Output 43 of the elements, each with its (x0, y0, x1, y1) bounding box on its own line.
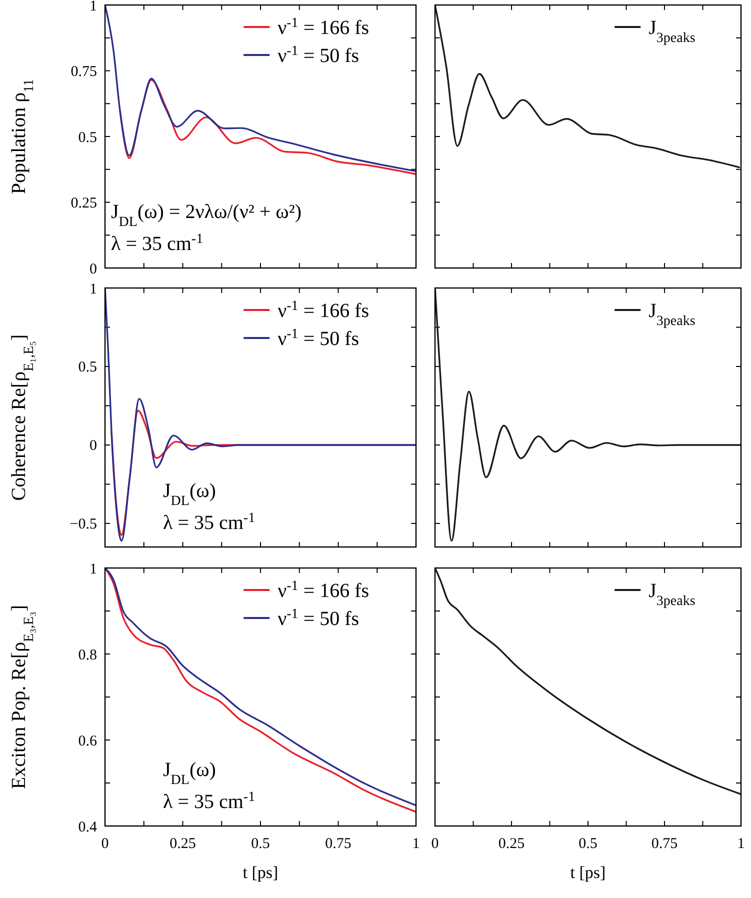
x-tick-label: 0.75 (651, 836, 678, 852)
y-tick-label: 0.6 (78, 733, 98, 750)
y-tick-label: 0.5 (78, 360, 97, 376)
y-tick-label: −0.5 (70, 516, 97, 533)
annotation: λ = 35 cm$^{-1}$ (163, 510, 256, 534)
legend-label: ν$^{-1}$ = 166 fs (278, 578, 370, 602)
x-tick-label: 0.5 (251, 836, 270, 852)
legend-label: J$_{3peaks}$ (648, 300, 696, 328)
legend-label: ν$^{-1}$ = 166 fs (278, 16, 370, 39)
x-tick-label: 1 (412, 836, 420, 852)
annotation: J$_{DL}$(ω) = 2νλω/(ν² + ω²) (111, 201, 302, 230)
y-tick-label: 0 (90, 438, 97, 454)
legend-label: ν$^{-1}$ = 50 fs (278, 606, 360, 630)
legend-label: ν$^{-1}$ = 50 fs (278, 326, 360, 350)
x-tick-label: 0.25 (170, 836, 196, 852)
x-tick-label: 0 (431, 836, 439, 852)
legend-label: J$_{3peaks}$ (648, 580, 696, 608)
annotation: J$_{DL}$(ω) (163, 759, 216, 788)
x-tick-label: 0.25 (498, 836, 525, 852)
y-tick-label: 1 (90, 281, 97, 298)
x-axis-title: t [ps] (570, 863, 606, 882)
y-tick-label: 0.8 (78, 647, 97, 664)
legend-label: ν$^{-1}$ = 166 fs (278, 298, 370, 322)
annotation: λ = 35 cm$^{-1}$ (111, 232, 204, 255)
y-tick-label: 0.75 (70, 64, 97, 80)
x-tick-label: 0 (101, 836, 109, 852)
y-tick-label: 1 (90, 0, 97, 14)
y-tick-label: 0.5 (78, 130, 97, 146)
legend-label: J$_{3peaks}$ (648, 17, 696, 46)
annotation: λ = 35 cm$^{-1}$ (163, 790, 256, 813)
x-tick-label: 0.75 (325, 836, 352, 852)
y-tick-label: 1 (90, 561, 97, 578)
legend-label: ν$^{-1}$ = 50 fs (278, 44, 360, 67)
y-tick-label: 0.25 (70, 196, 97, 212)
x-tick-label: 1 (737, 836, 745, 852)
y-tick-label: 0.4 (78, 819, 98, 836)
x-axis-title: t [ps] (242, 863, 278, 882)
annotation: J$_{DL}$(ω) (163, 480, 216, 508)
line-series (119, 79, 416, 175)
line-series (105, 5, 416, 172)
y-tick-label: 0 (90, 261, 97, 278)
x-tick-label: 0.5 (578, 836, 598, 852)
line-series (105, 288, 416, 542)
